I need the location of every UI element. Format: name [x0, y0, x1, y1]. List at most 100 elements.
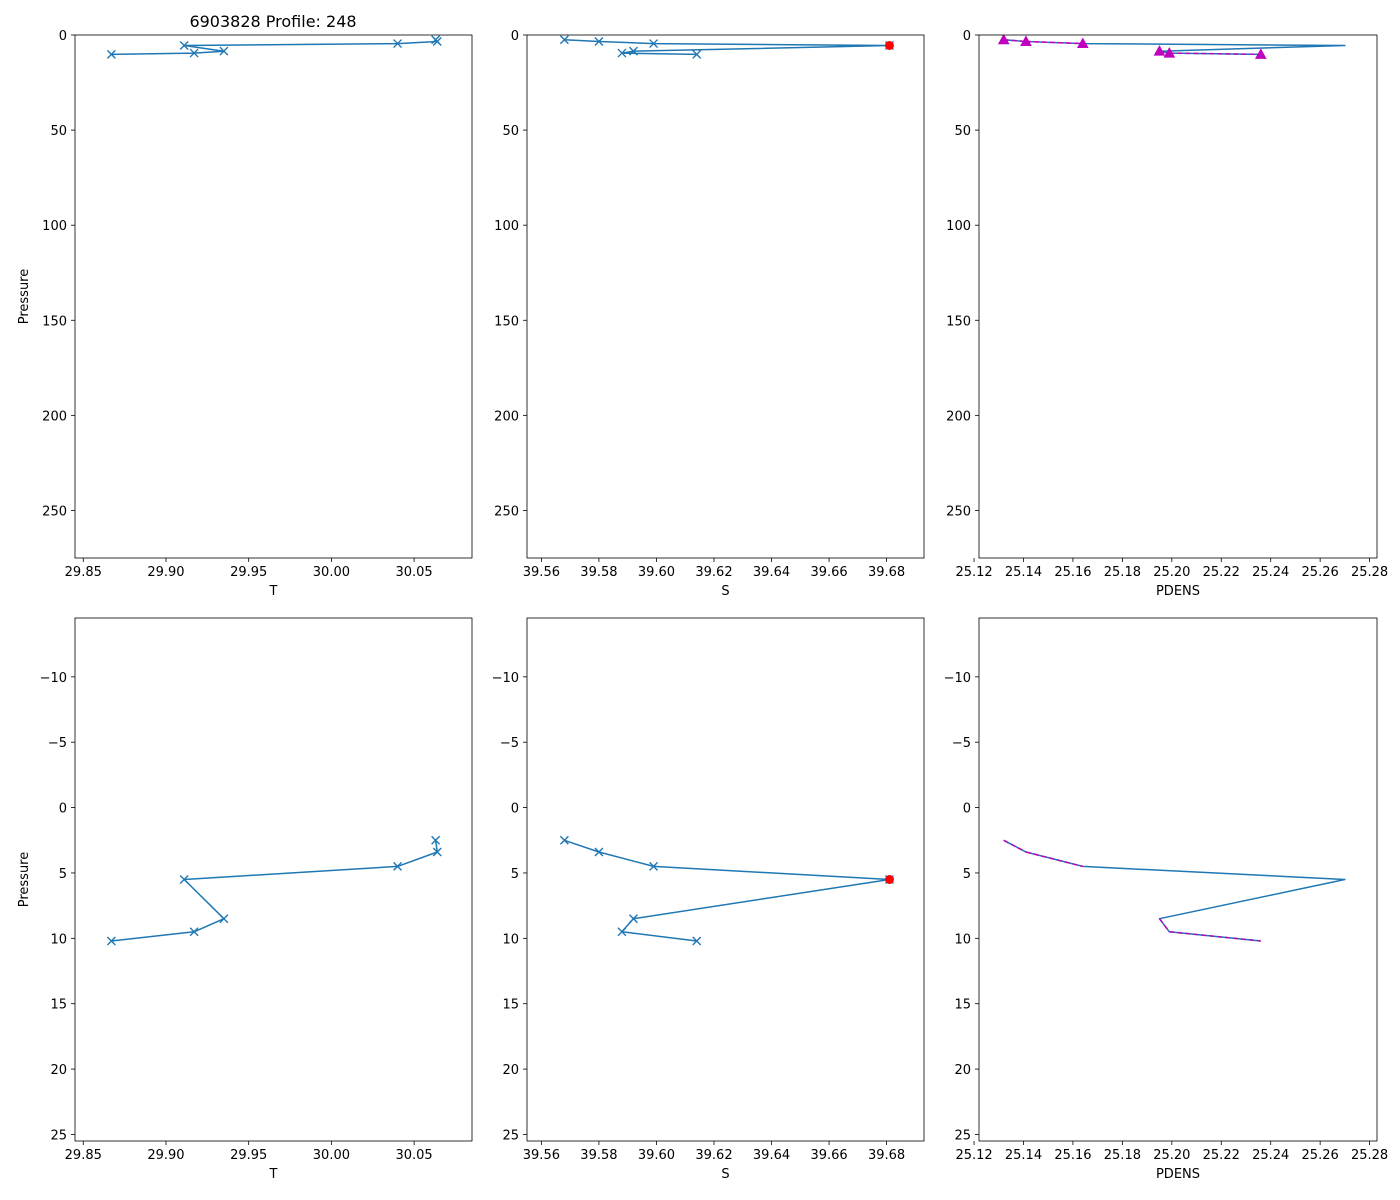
y-tick-label: −5: [952, 736, 971, 751]
x-tick-label: 25.24: [1252, 565, 1289, 580]
y-tick-label: 250: [946, 504, 971, 519]
data-point-x-marker: [432, 36, 442, 46]
data-point-x-marker: [692, 936, 702, 946]
x-tick-label: 39.68: [868, 565, 905, 580]
data-point-triangle-marker: [997, 35, 1010, 45]
data-layer: [559, 835, 894, 946]
y-tick-label: 50: [502, 124, 519, 139]
data-point-x-marker: [219, 914, 229, 924]
x-tick-label: 39.64: [753, 1148, 790, 1163]
y-tick-label: 150: [494, 314, 519, 329]
x-tick-label: 25.22: [1203, 565, 1240, 580]
data-point-x-marker: [628, 46, 638, 56]
data-point-x-marker: [692, 49, 702, 59]
x-tick-label: 39.66: [810, 565, 847, 580]
x-tick-label: 29.90: [147, 565, 184, 580]
x-tick-label: 25.24: [1252, 1148, 1289, 1163]
x-tick-label: 30.00: [313, 1148, 350, 1163]
x-tick-label: 29.95: [230, 565, 267, 580]
data-point-x-marker: [393, 861, 403, 871]
y-tick-label: 100: [946, 219, 971, 234]
data-point-x-marker: [189, 48, 199, 58]
x-tick-label: 30.05: [395, 1148, 432, 1163]
x-axis-label: PDENS: [1156, 1167, 1200, 1182]
y-tick-label: 200: [42, 409, 67, 424]
data-point-x-marker: [559, 835, 569, 845]
x-tick-label: 39.62: [695, 1148, 732, 1163]
panel-density-full: 25.12 25.14 25.16 25.18 25.20 25.22 25.24 25.26…: [946, 29, 1388, 599]
x-tick-label: 25.16: [1054, 565, 1091, 580]
axes-frame: [978, 34, 1378, 559]
density-dashed-segment: [1025, 40, 1083, 45]
x-tick-label: 25.28: [1351, 565, 1388, 580]
density-dashed-segment: [1003, 839, 1027, 853]
y-axis-label: Pressure: [17, 852, 32, 908]
y-tick-label: 5: [511, 867, 519, 882]
density-dashed-segment: [1025, 851, 1084, 868]
x-tick-label: 25.28: [1351, 1148, 1388, 1163]
series-line-t: [111, 840, 439, 942]
data-point-x-marker: [179, 875, 189, 884]
series-line-s: [564, 839, 891, 942]
x-axis-label: PDENS: [1156, 584, 1200, 599]
x-tick-label: 30.05: [395, 565, 432, 580]
data-point-x-marker: [106, 936, 116, 946]
x-axis-label: T: [269, 584, 278, 599]
x-tick-label: 25.12: [955, 565, 992, 580]
x-tick-label: 25.16: [1054, 1148, 1091, 1163]
y-tick-label: 100: [42, 219, 67, 234]
density-dashed-segment: [1169, 931, 1261, 942]
x-tick-label: 29.85: [65, 1148, 102, 1163]
data-point-x-marker: [617, 927, 627, 937]
panel-salinity-full: 39.56 39.58 39.60 39.62 39.64 39.66 39.68 0 50 10…: [494, 29, 925, 599]
x-tick-label: 39.66: [810, 1148, 847, 1163]
data-point-x-marker: [594, 36, 604, 46]
data-point-x-marker: [649, 861, 659, 871]
y-tick-label: 200: [494, 409, 519, 424]
axes-frame: [526, 617, 925, 1142]
data-layer: [106, 835, 442, 946]
y-tick-label: 50: [50, 124, 67, 139]
y-tick-label: 10: [502, 932, 519, 947]
series-line-pdens: [1003, 839, 1346, 942]
x-tick-label: 39.56: [523, 565, 560, 580]
y-tick-label: 50: [954, 124, 971, 139]
x-tick-label: 30.00: [313, 565, 350, 580]
data-point-x-marker: [628, 914, 638, 924]
y-tick-label: 200: [946, 409, 971, 424]
data-layer: [559, 35, 894, 59]
y-tick-label: 20: [954, 1063, 971, 1078]
series-line-t: [111, 39, 439, 56]
x-tick-label: 39.56: [523, 1148, 560, 1163]
x-tick-label: 25.18: [1104, 565, 1141, 580]
y-tick-label: 100: [494, 219, 519, 234]
data-layer: [106, 35, 442, 59]
x-tick-label: 25.14: [1005, 1148, 1042, 1163]
y-tick-label: 15: [502, 998, 519, 1013]
data-point-x-marker: [649, 39, 659, 49]
y-tick-label: 5: [59, 867, 67, 882]
panel-group: 29.85 29.90 29.95 30.00 30.05050100150200250…: [17, 29, 1388, 1182]
data-point-x-marker: [594, 847, 604, 857]
axes-frame: [74, 617, 473, 1142]
data-point-x-marker: [559, 35, 569, 45]
panel-salinity-zoom: 39.56 39.58 39.60 39.62 39.64 39.66 39.68 −10 −5…: [492, 617, 925, 1182]
y-tick-label: 20: [502, 1063, 519, 1078]
y-tick-label: −10: [492, 671, 519, 686]
data-point-triangle-marker: [1076, 37, 1089, 49]
y-tick-label: 10: [954, 932, 971, 947]
x-tick-label: 25.26: [1302, 1148, 1339, 1163]
density-dashed-segment: [1003, 39, 1027, 43]
x-tick-label: 39.64: [753, 565, 790, 580]
flagged-data-point: [884, 40, 894, 50]
y-tick-label: 0: [59, 29, 67, 44]
x-tick-label: 25.26: [1302, 565, 1339, 580]
y-tick-label: −10: [40, 671, 67, 686]
x-tick-label: 39.62: [695, 565, 732, 580]
data-point-triangle-marker: [1153, 45, 1166, 56]
data-point-x-marker: [179, 40, 189, 50]
panel-density-zoom: 25.12 25.14 25.16 25.18 25.20 25.22 25.24 25.26…: [944, 617, 1388, 1182]
y-tick-label: 0: [59, 802, 67, 817]
data-point-triangle-marker: [1254, 48, 1267, 59]
data-point-x-marker: [106, 49, 116, 59]
